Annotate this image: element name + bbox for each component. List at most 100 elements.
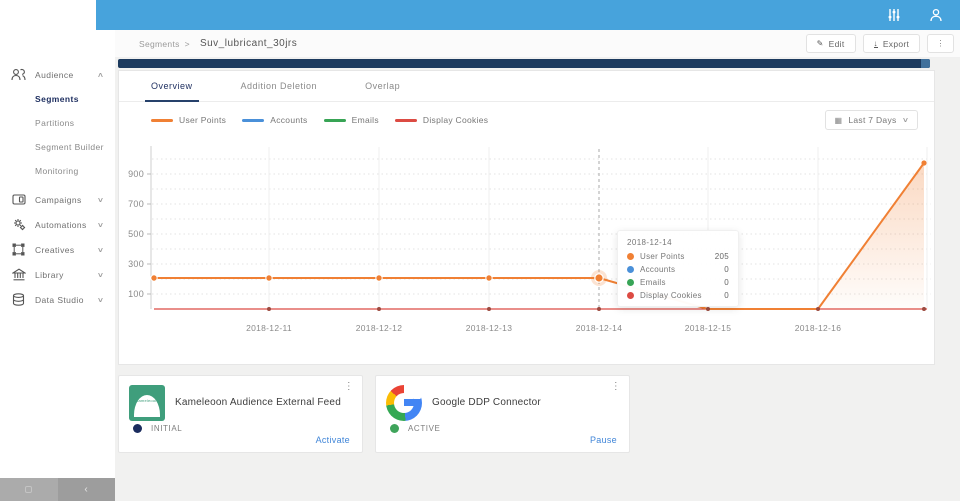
tooltip-row: Display Cookies 0 <box>627 291 729 300</box>
zero-data-points <box>267 307 926 311</box>
tooltip-row: Accounts 0 <box>627 265 729 274</box>
tooltip-row: Emails 0 <box>627 278 729 287</box>
segment-dashboard-card: Overview Addition Deletion Overlap User … <box>118 70 935 365</box>
sidebar-item-label: Audience <box>35 69 74 80</box>
chevron-down-icon: ∨ <box>96 271 105 279</box>
legend-user-points[interactable]: User Points <box>151 115 226 125</box>
sidebar-item-audience[interactable]: Audience ∧ <box>0 62 115 87</box>
svg-text:2018-12-15: 2018-12-15 <box>685 323 731 333</box>
legend-display-cookies[interactable]: Display Cookies <box>394 115 488 125</box>
dark-strip-tip <box>921 59 930 68</box>
chevron-down-icon: ∨ <box>96 246 105 254</box>
tab-overlap[interactable]: Overlap <box>365 81 401 91</box>
kameleoon-feed-card: ⋮ kameleoon Kameleoon Audience External … <box>118 375 363 453</box>
sidebar-item-label: Data Studio <box>35 294 84 305</box>
export-button[interactable]: ↓ Export <box>862 34 921 53</box>
more-options-button[interactable]: ⋮ <box>927 34 954 53</box>
y-axis-labels: 900 700 500 300 100 <box>128 169 144 299</box>
google-logo <box>386 385 424 421</box>
campaigns-icon <box>10 193 27 206</box>
data-studio-icon <box>10 293 27 306</box>
card-title: Google DDP Connector <box>432 397 541 408</box>
kameleoon-wordmark: kameleoon <box>136 398 158 403</box>
user-menu-button[interactable] <box>920 0 952 30</box>
tune-icon <box>888 9 900 21</box>
audience-icon <box>10 68 27 81</box>
hovered-data-point[interactable] <box>591 270 607 286</box>
sidebar-item-segments[interactable]: Segments <box>35 94 79 104</box>
automations-icon <box>10 218 27 231</box>
tooltip-row: User Points 205 <box>627 252 729 261</box>
sidebar-item-data-studio[interactable]: Data Studio ∨ <box>0 287 115 312</box>
user-points-swatch <box>151 118 173 122</box>
tooltip-date: 2018-12-14 <box>627 238 672 247</box>
chevron-down-icon: ∨ <box>96 221 105 229</box>
kameleoon-logo: kameleoon <box>129 385 165 421</box>
svg-text:2018-12-12: 2018-12-12 <box>356 323 402 333</box>
collapse-chevron-icon: ‹ <box>84 484 89 495</box>
legend-emails[interactable]: Emails <box>323 115 379 125</box>
page-title: Suv_lubricant_30jrs <box>199 38 298 49</box>
legend-accounts[interactable]: Accounts <box>242 115 307 125</box>
x-axis-labels: 2018-12-11 2018-12-12 2018-12-13 2018-12… <box>246 323 841 333</box>
emails-dot <box>627 279 634 286</box>
top-header-bar <box>96 0 960 30</box>
svg-text:900: 900 <box>128 169 144 179</box>
sidebar-item-monitoring[interactable]: Monitoring <box>35 166 79 176</box>
accounts-dot <box>627 266 634 273</box>
creatives-icon <box>10 243 27 256</box>
sidebar-item-label: Creatives <box>35 244 75 255</box>
card-menu-button[interactable]: ⋮ <box>610 381 621 392</box>
user-points-area <box>708 163 924 309</box>
time-series-chart[interactable]: 900 700 500 300 100 <box>119 141 936 366</box>
sidebar-item-library[interactable]: Library ∨ <box>0 262 115 287</box>
tune-button[interactable] <box>878 0 910 30</box>
status-dot <box>390 424 399 433</box>
tab-addition-deletion[interactable]: Addition Deletion <box>240 81 318 91</box>
sidebar-nav: Audience ∧ Segments Partitions Segment B… <box>0 62 115 312</box>
kebab-icon: ⋮ <box>936 38 945 48</box>
google-g-bar <box>404 399 421 406</box>
sidebar-item-segment-builder[interactable]: Segment Builder <box>35 142 104 152</box>
chevron-up-icon: ∧ <box>96 71 105 79</box>
date-range-button[interactable]: ▦ Last 7 Days ∨ <box>824 110 918 130</box>
card-menu-button[interactable]: ⋮ <box>343 381 354 392</box>
chevron-down-icon: ∨ <box>96 296 105 304</box>
sidebar-footer-button[interactable] <box>0 478 58 501</box>
sidebar-item-partitions[interactable]: Partitions <box>35 118 75 128</box>
breadcrumb-bar: Segments > Suv_lubricant_30jrs ✎ Edit ↓ … <box>115 30 960 58</box>
accounts-swatch <box>242 118 265 122</box>
user-icon <box>930 8 942 22</box>
chart-tooltip: 2018-12-14 User Points 205 Accounts 0 Emai… <box>617 230 739 307</box>
tab-overview[interactable]: Overview <box>145 71 198 102</box>
pencil-icon: ✎ <box>816 39 824 48</box>
chart-legend: User Points Accounts Emails Display Cook… <box>151 109 918 131</box>
edit-button[interactable]: ✎ Edit <box>805 34 856 53</box>
sidebar-item-label: Automations <box>35 219 87 230</box>
emails-swatch <box>323 118 346 122</box>
pause-link[interactable]: Pause <box>589 435 617 445</box>
sidebar-item-campaigns[interactable]: Campaigns ∨ <box>0 187 115 212</box>
sidebar-item-label: Campaigns <box>35 194 82 205</box>
status-dot <box>133 424 142 433</box>
sidebar-collapse-button[interactable]: ‹ <box>57 478 115 501</box>
sidebar-footer: ‹ <box>0 478 115 501</box>
chevron-down-icon: ∨ <box>96 196 105 204</box>
card-status: ACTIVE <box>390 424 441 433</box>
kameleoon-glyph <box>134 395 160 417</box>
sidebar-item-label: Library <box>35 269 64 280</box>
dashboard-tabs: Overview Addition Deletion Overlap <box>119 71 934 102</box>
activate-link[interactable]: Activate <box>315 435 350 445</box>
audience-subitems: Segments Partitions Segment Builder Moni… <box>0 87 115 183</box>
sidebar-item-automations[interactable]: Automations ∨ <box>0 212 115 237</box>
svg-text:300: 300 <box>128 259 144 269</box>
sidebar-item-creatives[interactable]: Creatives ∨ <box>0 237 115 262</box>
sidebar: Audience ∧ Segments Partitions Segment B… <box>0 0 115 501</box>
svg-text:2018-12-14: 2018-12-14 <box>576 323 622 333</box>
status-label: ACTIVE <box>408 424 441 433</box>
display-cookies-dot <box>627 292 634 299</box>
footer-glyph-icon <box>25 486 33 493</box>
library-icon <box>10 268 27 281</box>
breadcrumb-segments-link[interactable]: Segments <box>139 38 180 49</box>
display-cookies-swatch <box>394 118 417 122</box>
